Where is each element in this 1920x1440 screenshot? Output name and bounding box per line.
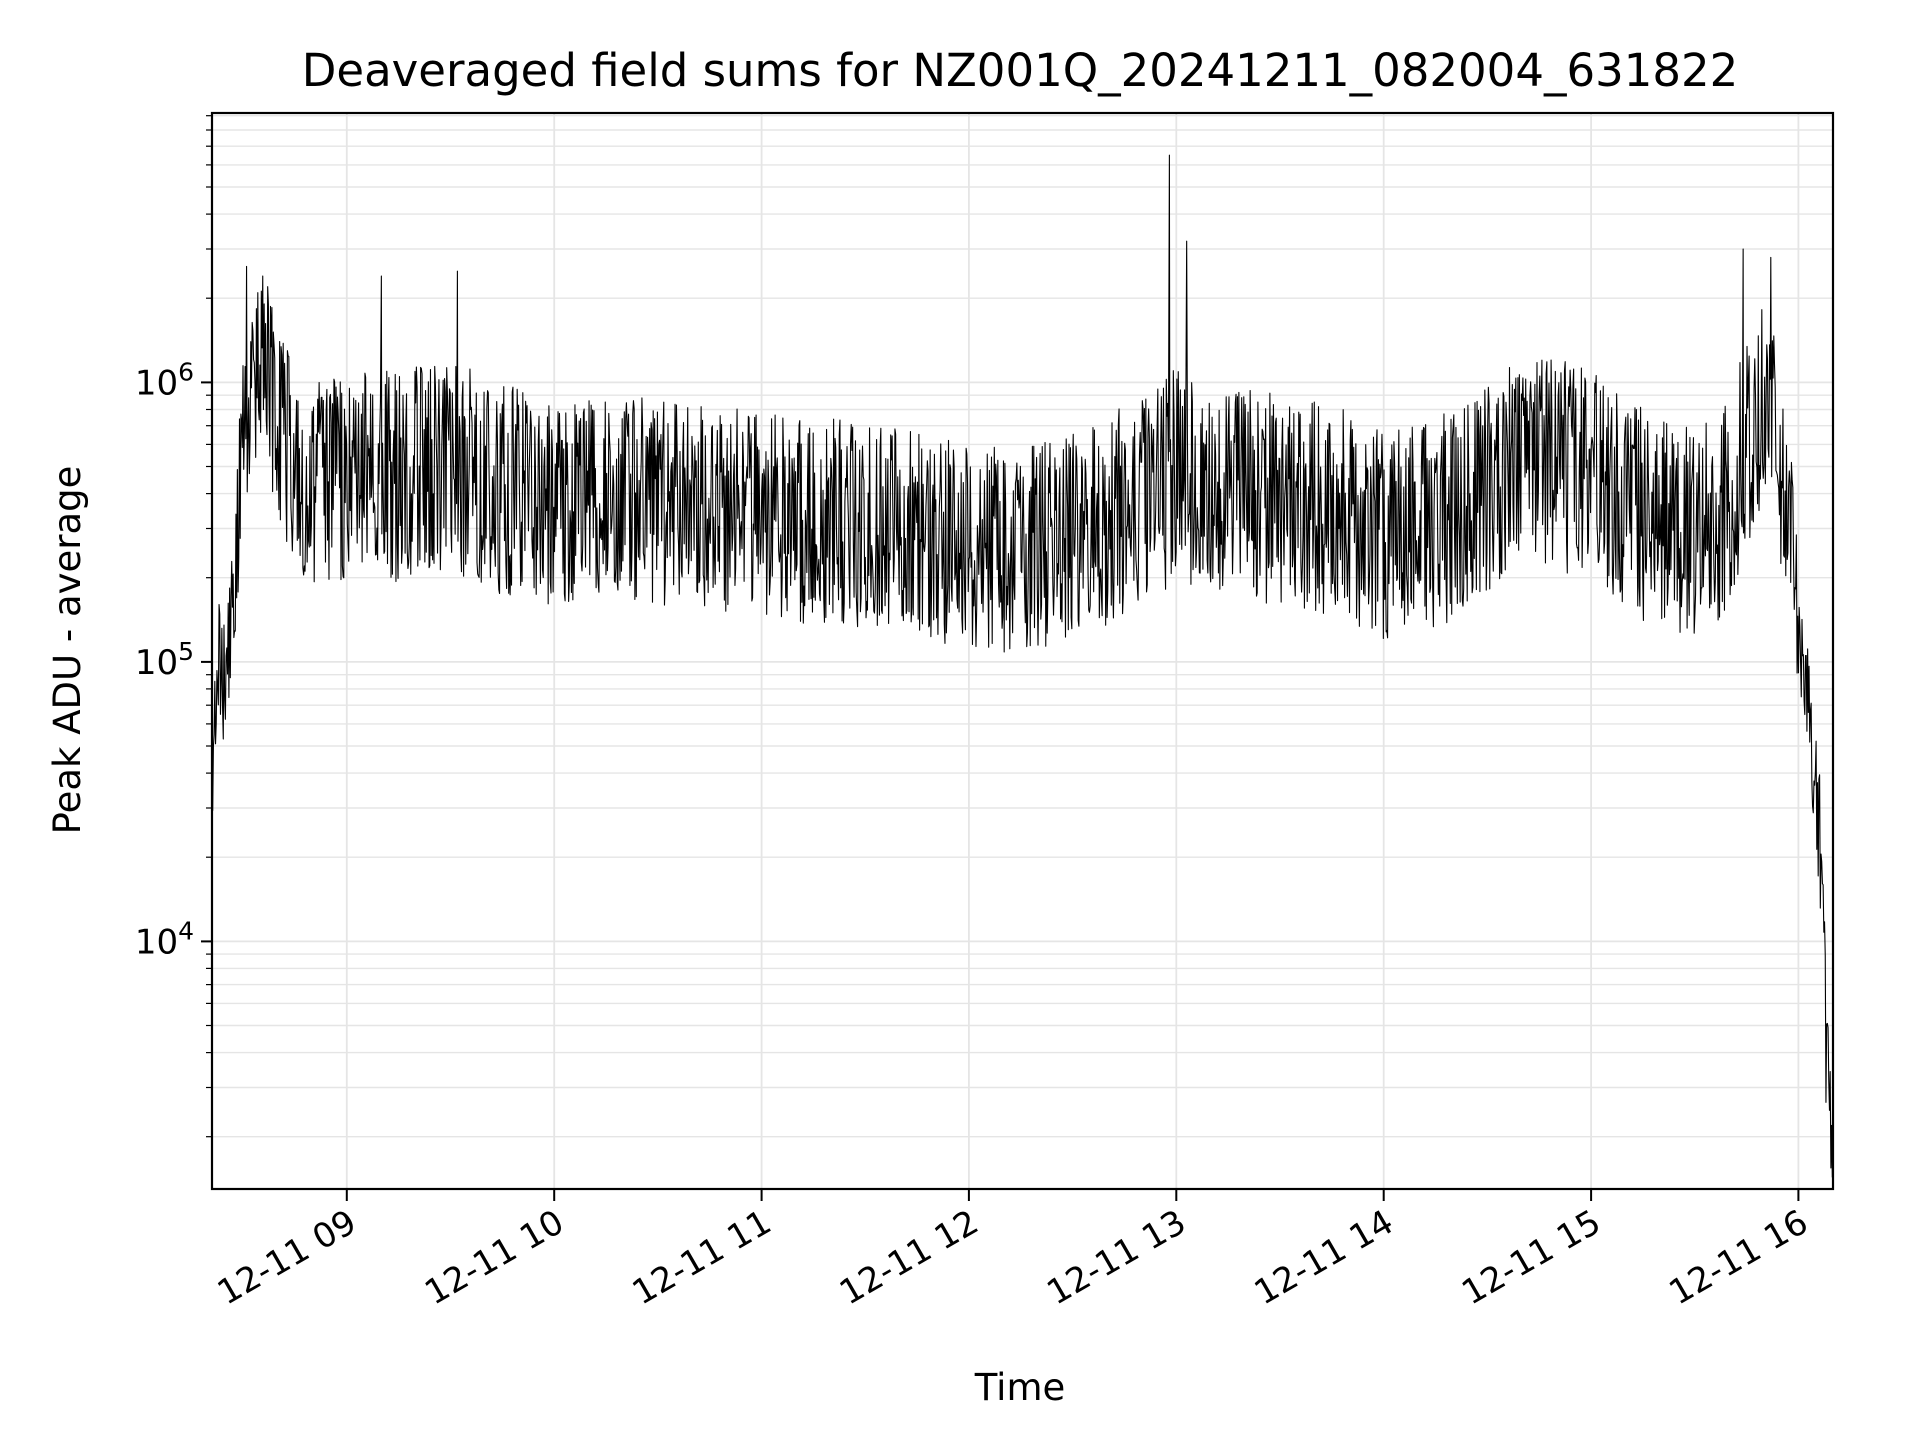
y-tick-exponent: 4 xyxy=(178,916,194,945)
y-tick-label: 106 xyxy=(135,357,194,403)
y-tick-label: 105 xyxy=(135,637,194,683)
series-line xyxy=(211,154,1834,1178)
y-tick-base: 10 xyxy=(135,643,178,683)
y-tick-base: 10 xyxy=(135,363,178,403)
plot-frame xyxy=(210,111,1835,1191)
y-tick-exponent: 6 xyxy=(178,357,194,386)
y-tick-base: 10 xyxy=(135,922,178,962)
grid xyxy=(212,113,1833,1189)
y-tick-exponent: 5 xyxy=(178,637,194,666)
y-tick-label: 104 xyxy=(135,916,194,962)
series-layer xyxy=(211,154,1834,1178)
x-axis-label: Time xyxy=(974,1366,1066,1409)
y-axis-label: Peak ADU - average xyxy=(46,466,89,835)
chart-title: Deaveraged field sums for NZ001Q_2024121… xyxy=(302,44,1738,97)
